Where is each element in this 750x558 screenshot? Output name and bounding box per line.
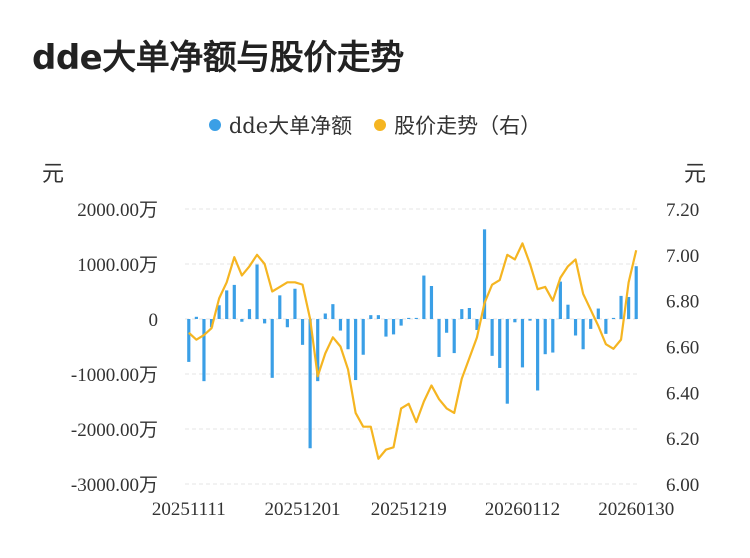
dde-bar: [278, 295, 282, 319]
dde-bar: [429, 286, 434, 319]
y-left-tick-label: -2000.00万: [71, 420, 158, 441]
dde-bar: [247, 309, 252, 319]
dde-bar: [467, 308, 471, 319]
dde-bar: [460, 309, 464, 319]
y-right-tick-label: 6.20: [666, 429, 699, 450]
dde-bar: [543, 319, 547, 355]
dde-bar: [589, 319, 593, 329]
dde-bar: [551, 319, 555, 353]
dde-bar: [376, 315, 380, 319]
dde-bar: [300, 319, 305, 345]
dde-bar: [558, 281, 562, 319]
y-left-tick-label: 2000.00万: [77, 200, 158, 221]
dde-bar: [437, 319, 441, 357]
dde-bar: [498, 319, 502, 368]
dde-bar: [596, 308, 600, 319]
x-tick-label: 20251111: [152, 499, 226, 520]
dde-bar: [505, 319, 509, 404]
dde-bar: [520, 319, 525, 368]
dde-bar: [346, 319, 350, 350]
legend-item-price[interactable]: 股价走势（右）: [374, 110, 541, 140]
y-right-tick-label: 7.20: [666, 200, 699, 221]
dde-bar: [255, 264, 259, 319]
dde-bar: [566, 304, 570, 319]
y-right-tick-label: 6.60: [666, 338, 699, 359]
dde-bar: [634, 266, 638, 319]
dde-bar: [209, 319, 214, 328]
y-left-tick-label: -3000.00万: [71, 475, 158, 496]
dde-bar: [513, 319, 517, 323]
y-left-tick-label: 0: [149, 310, 159, 331]
dde-bar: [482, 229, 487, 319]
dde-bar: [361, 319, 365, 355]
dde-bar: [225, 290, 229, 319]
dde-bar: [528, 319, 532, 321]
dde-bar: [384, 319, 388, 337]
dde-bar: [475, 319, 479, 330]
y-right-tick-label: 6.80: [666, 292, 699, 313]
dde-bar: [619, 295, 623, 319]
price-line: [188, 242, 638, 460]
dde-bar: [240, 319, 244, 322]
dde-bar: [285, 319, 289, 328]
y-left-tick-label: 1000.00万: [77, 255, 158, 276]
dde-bar: [573, 319, 578, 336]
dde-bar: [194, 316, 198, 319]
legend-item-dde[interactable]: dde大单净额: [208, 110, 353, 140]
chart-title: dde大单净额与股价走势: [32, 38, 404, 78]
dde-bar: [323, 313, 327, 319]
dde-bar: [422, 275, 426, 319]
dde-bar: [354, 319, 358, 381]
legend-price-label: 股价走势（右）: [394, 114, 542, 138]
dde-bar: [536, 319, 540, 391]
x-tick-label: 20260130: [598, 499, 674, 520]
right-axis-unit: 元: [684, 162, 707, 187]
y-right-tick-label: 6.00: [666, 475, 699, 496]
y-left-tick-label: -1000.00万: [71, 365, 158, 386]
dde-bar: [445, 319, 449, 333]
dde-bar: [452, 319, 456, 354]
dde-bar: [217, 305, 221, 319]
dde-bar: [369, 315, 373, 319]
dde-bar: [604, 319, 608, 334]
dde-bar: [581, 319, 585, 350]
dde-bar: [627, 297, 631, 319]
dde-bar: [414, 317, 418, 319]
dde-bar: [316, 319, 320, 382]
dde-bar: [308, 319, 312, 449]
dde-bar: [611, 317, 616, 319]
left-axis-unit: 元: [42, 162, 65, 187]
legend-dde-label: dde大单净额: [228, 114, 353, 138]
legend: dde大单净额 股价走势（右）: [0, 110, 750, 140]
dde-bar: [263, 319, 267, 324]
x-tick-label: 20251201: [265, 499, 341, 520]
dde-bar: [338, 319, 343, 331]
dde-bar: [407, 317, 411, 319]
dde-bar: [391, 319, 396, 335]
x-tick-label: 20251219: [371, 499, 447, 520]
dde-bar: [202, 319, 206, 382]
dde-bar: [399, 319, 403, 326]
dde-bar: [270, 319, 274, 378]
x-tick-label: 20260112: [485, 499, 560, 520]
dde-bar: [490, 319, 494, 356]
legend-price-marker: [374, 119, 387, 131]
y-right-tick-label: 6.40: [666, 383, 699, 404]
legend-dde-marker: [208, 119, 221, 131]
y-right-tick-label: 7.00: [666, 246, 699, 267]
dde-bar: [232, 284, 236, 319]
dde-bar: [293, 288, 297, 319]
dde-bar: [187, 319, 191, 362]
dde-bar: [331, 304, 335, 319]
